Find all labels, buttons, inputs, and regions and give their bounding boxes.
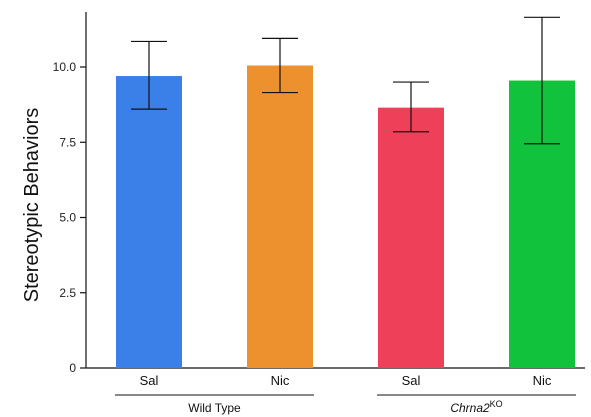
- x-category-label: Nic: [533, 373, 552, 388]
- bars: [116, 65, 575, 369]
- group-label: Wild Type: [188, 401, 241, 415]
- bar: [247, 65, 313, 369]
- x-category-label: Sal: [140, 373, 159, 388]
- y-tick-label: 0: [69, 361, 76, 375]
- y-tick-label: 7.5: [59, 135, 76, 149]
- x-category-label: Nic: [271, 373, 290, 388]
- y-axis-label: Stereotypic Behaviors: [21, 108, 43, 303]
- group-label: Chrna2KO: [450, 399, 502, 415]
- group-labels: Wild Type Chrna2KO: [115, 394, 576, 415]
- y-axis-ticks: 0 2.5 5.0 7.5 10.0: [53, 60, 86, 375]
- bar: [378, 107, 444, 368]
- y-tick-label: 10.0: [53, 60, 77, 74]
- category-labels: Sal Nic Sal Nic: [140, 373, 552, 388]
- bar: [116, 76, 182, 368]
- error-bars: [131, 16, 560, 145]
- y-tick-label: 2.5: [59, 286, 76, 300]
- x-category-label: Sal: [402, 373, 421, 388]
- y-tick-label: 5.0: [59, 211, 76, 225]
